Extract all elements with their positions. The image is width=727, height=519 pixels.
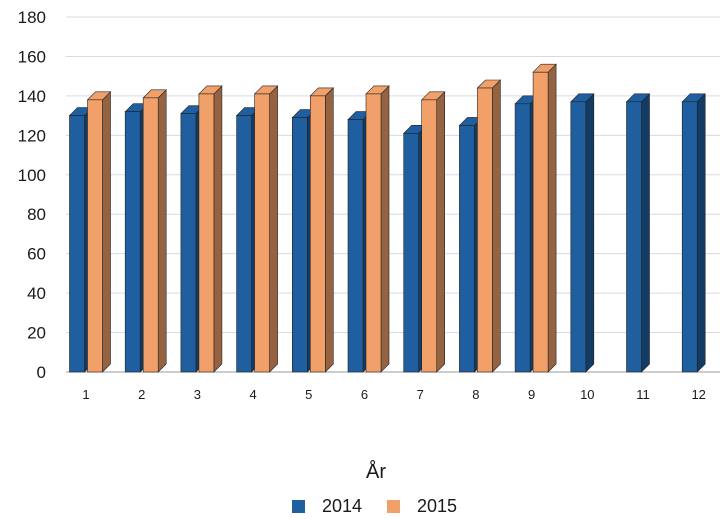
legend-swatch [387, 500, 400, 513]
bar-front [532, 71, 549, 373]
bar-2015-4 [253, 85, 279, 373]
legend-label: 2014 [322, 496, 362, 516]
legend-label: 2015 [417, 496, 457, 516]
y-tick-label: 20 [27, 324, 46, 343]
bar-front [309, 95, 326, 373]
bar-front [421, 99, 438, 373]
y-tick-label: 120 [18, 126, 46, 145]
bar-2015-1 [86, 91, 112, 373]
x-tick-label: 1 [82, 387, 89, 402]
x-tick-label: 2 [138, 387, 145, 402]
x-tick-label: 4 [249, 387, 256, 402]
bar-front [403, 133, 420, 373]
bar-side [547, 63, 557, 373]
bar-2014-11 [625, 93, 651, 373]
x-tick-label: 5 [305, 387, 312, 402]
legend: 2014 2015 [292, 496, 457, 516]
bar-side [213, 85, 223, 373]
bar-2014-12 [681, 93, 706, 373]
bar-side [324, 87, 334, 373]
bar-front [291, 117, 308, 373]
x-tick-label: 6 [361, 387, 368, 402]
y-tick-label: 60 [27, 245, 46, 264]
bar-front [477, 87, 493, 373]
bar-2015-8 [476, 79, 502, 373]
x-axis: 1 2 3 4 5 6 7 8 9 10 11 12 [82, 387, 706, 402]
x-tick-label: 7 [417, 387, 424, 402]
x-tick-label: 10 [580, 387, 594, 402]
bar-2015-9 [532, 63, 557, 373]
y-tick-label: 40 [27, 284, 46, 303]
bar-front [347, 119, 364, 373]
bar-2015-5 [309, 87, 335, 373]
bar-2015-7 [420, 91, 446, 373]
x-tick-label: 9 [528, 387, 535, 402]
bar-2015-6 [365, 85, 390, 373]
y-tick-label: 100 [18, 166, 46, 185]
y-tick-label: 140 [18, 87, 46, 106]
y-tick-label: 180 [18, 8, 46, 27]
bar-side [157, 89, 167, 373]
bar-front [180, 113, 197, 373]
gridlines [66, 16, 720, 373]
y-axis: 0 20 40 60 80 100 120 140 160 180 [18, 8, 46, 382]
bar-side [380, 85, 390, 373]
bar-side [585, 93, 595, 373]
bar-2015-2 [142, 89, 167, 373]
x-axis-label: År [366, 460, 386, 483]
y-tick-label: 160 [18, 47, 46, 66]
bar-side [269, 85, 278, 373]
y-tick-label: 0 [37, 363, 46, 382]
bar-front [236, 115, 252, 373]
bar-front [254, 93, 270, 373]
legend-swatch [292, 500, 305, 513]
bar-side [492, 79, 501, 373]
bar-front [681, 101, 698, 373]
bar-front [514, 103, 531, 373]
bar-side [696, 93, 706, 373]
bar-2014-10 [570, 93, 595, 373]
bar-side [436, 91, 446, 373]
bars [68, 63, 706, 373]
bar-front [142, 97, 159, 373]
bar-front [459, 125, 475, 373]
x-tick-label: 8 [472, 387, 479, 402]
bar-side [641, 93, 650, 373]
bar-2015-3 [198, 85, 223, 373]
bar-front [626, 101, 642, 373]
bar-front [570, 101, 587, 373]
x-tick-label: 11 [636, 387, 650, 402]
bar-front [365, 93, 382, 373]
bar-front [87, 99, 103, 373]
legend-item-2014: 2014 [292, 496, 362, 516]
legend-item-2015: 2015 [387, 496, 457, 516]
x-tick-label: 3 [194, 387, 201, 402]
bar-front [69, 115, 85, 373]
bar-side [102, 91, 111, 373]
bar-front [124, 111, 141, 373]
bar-front [198, 93, 215, 373]
x-tick-label: 12 [691, 387, 705, 402]
y-tick-label: 80 [27, 205, 46, 224]
